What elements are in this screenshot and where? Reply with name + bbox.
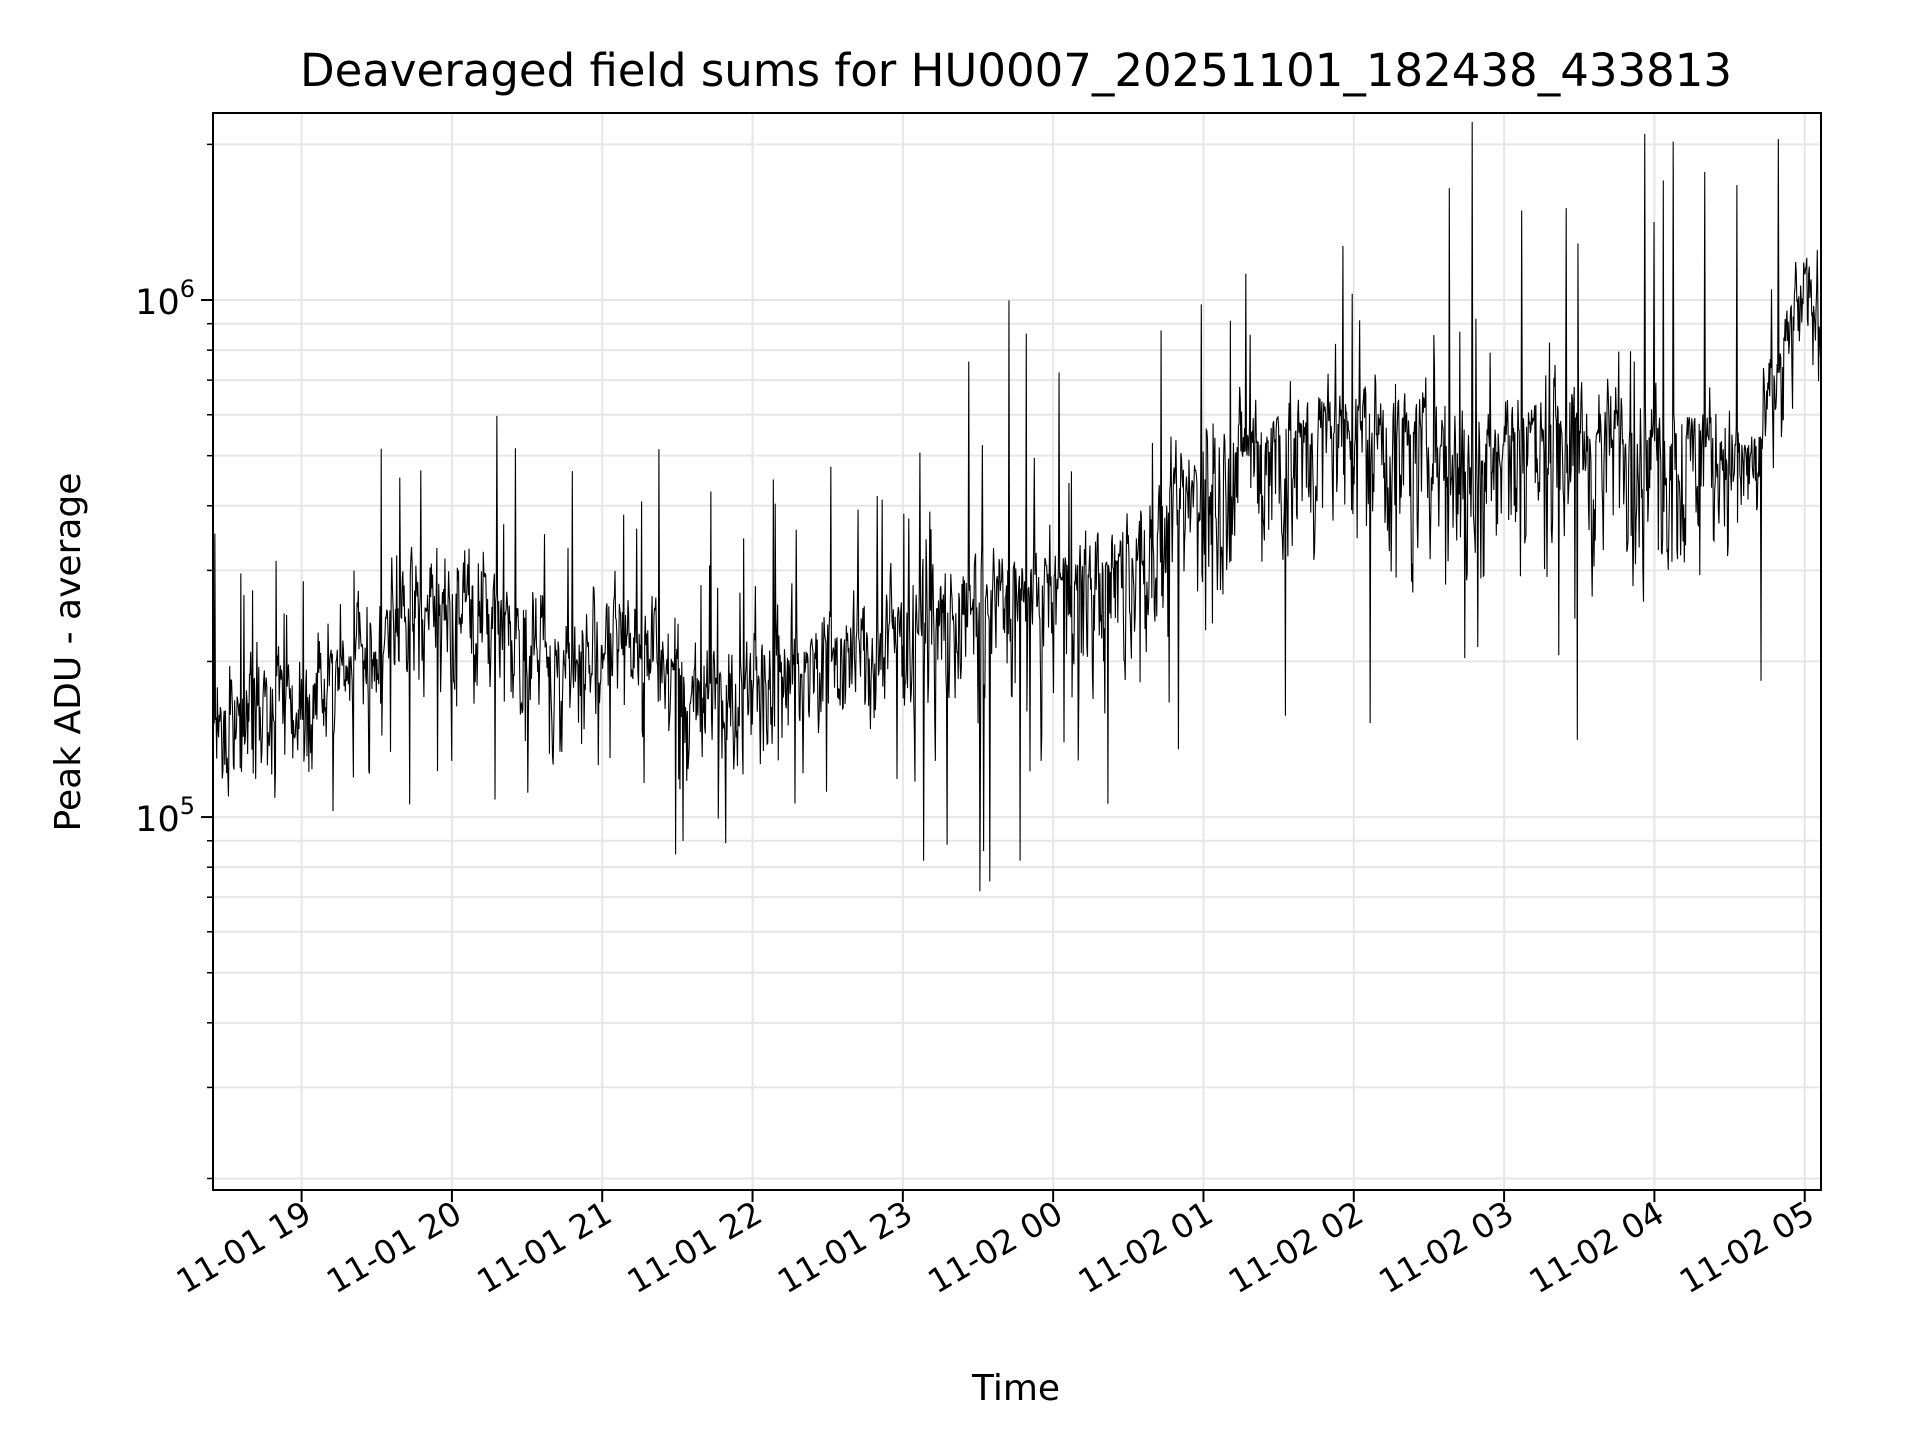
x-tick-label: 11-02 04	[1522, 1193, 1670, 1301]
y-tick-label: 106	[135, 275, 195, 323]
x-tick-label: 11-02 02	[1222, 1193, 1370, 1301]
x-tick-label: 11-01 23	[771, 1193, 919, 1301]
x-tick-label: 11-01 19	[170, 1193, 318, 1301]
y-axis: 105 106	[135, 143, 213, 1180]
x-axis: 11-01 19 11-01 20 11-01 21 11-01 22 11-01 23…	[170, 1190, 1821, 1301]
grid	[213, 113, 1821, 1190]
x-tick-label: 11-01 22	[621, 1193, 769, 1301]
y-axis-label: Peak ADU - average	[48, 473, 89, 832]
x-tick-label: 11-02 03	[1372, 1193, 1520, 1301]
x-tick-label: 11-02 05	[1673, 1193, 1821, 1301]
x-axis-label: Time	[971, 1368, 1060, 1409]
series-line	[212, 121, 1822, 892]
x-tick-label: 11-02 00	[921, 1193, 1069, 1301]
y-tick-label: 105	[135, 792, 195, 840]
x-tick-label: 11-01 20	[320, 1193, 468, 1301]
plot-frame	[212, 112, 1822, 1191]
x-tick-label: 11-01 21	[470, 1193, 618, 1301]
chart-title: Deaveraged field sums for HU0007_2025110…	[300, 44, 1732, 97]
x-tick-label: 11-02 01	[1071, 1193, 1219, 1301]
